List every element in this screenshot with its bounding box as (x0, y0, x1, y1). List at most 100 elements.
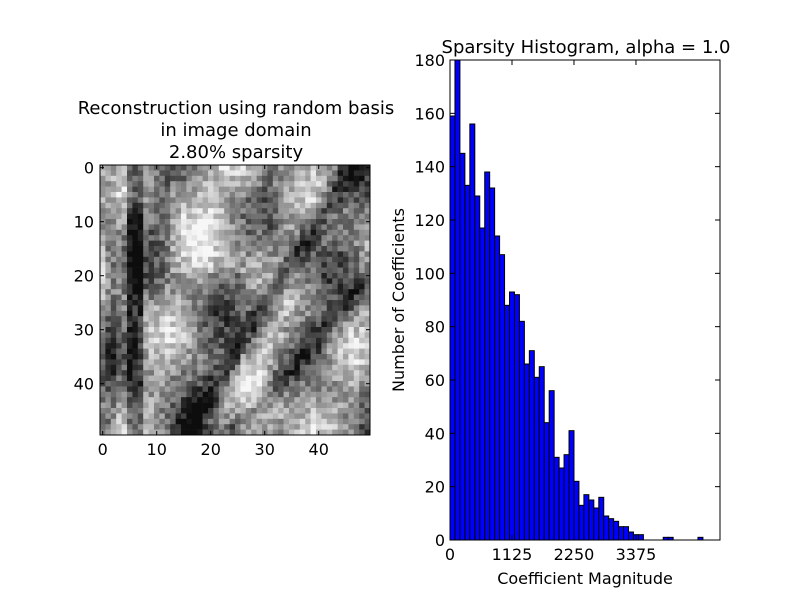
image-pixel (132, 402, 139, 409)
image-pixel (267, 375, 274, 382)
image-pixel (100, 375, 106, 382)
image-pixel (272, 364, 279, 371)
image-pixel (316, 300, 322, 306)
image-pixel (116, 192, 122, 198)
image-pixel (326, 165, 333, 171)
image-pixel (116, 229, 122, 236)
image-pixel (148, 327, 155, 333)
image-pixel (267, 327, 274, 333)
image-pixel (299, 370, 306, 376)
image-pixel (127, 186, 133, 193)
image-pixel (121, 348, 128, 355)
image-pixel (240, 354, 247, 360)
image-pixel (154, 170, 160, 177)
image-pixel (164, 186, 171, 193)
image-pixel (105, 278, 112, 285)
image-pixel (321, 165, 328, 171)
image-pixel (121, 391, 128, 398)
image-pixel (337, 273, 344, 279)
image-pixel (154, 408, 160, 414)
image-pixel (191, 429, 198, 436)
image-pixel (137, 337, 144, 344)
image-pixel (143, 165, 149, 171)
image-pixel (202, 386, 209, 393)
image-pixel (272, 402, 279, 409)
image-pixel (181, 213, 187, 220)
image-pixel (299, 246, 306, 252)
image-pixel (224, 170, 230, 177)
image-pixel (164, 170, 171, 177)
image-pixel (251, 354, 257, 360)
image-pixel (353, 256, 360, 263)
image-pixel (208, 310, 214, 317)
image-pixel (326, 413, 333, 420)
image-pixel (310, 246, 317, 252)
image-pixel (321, 213, 328, 220)
image-pixel (326, 283, 333, 290)
image-pixel (305, 300, 311, 306)
image-pixel (137, 294, 144, 301)
image-pixel (272, 397, 279, 403)
image-pixel (240, 402, 247, 409)
image-pixel (170, 381, 176, 387)
image-pixel (224, 283, 230, 290)
image-pixel (337, 310, 344, 317)
image-pixel (289, 175, 295, 182)
image-pixel (245, 364, 252, 371)
image-pixel (267, 192, 274, 198)
image-pixel (289, 397, 295, 403)
image-pixel (148, 289, 155, 295)
image-pixel (251, 305, 257, 312)
image-pixel (229, 300, 236, 306)
image-pixel (278, 359, 284, 366)
image-pixel (229, 262, 236, 268)
image-pixel (299, 321, 306, 328)
image-pixel (278, 267, 284, 274)
image-pixel (116, 337, 122, 344)
image-pixel (164, 229, 171, 236)
image-pixel (137, 397, 144, 403)
image-pixel (321, 300, 328, 306)
image-pixel (348, 354, 355, 360)
image-pixel (213, 262, 220, 268)
image-pixel (332, 224, 338, 231)
image-pixel (353, 364, 360, 371)
image-pixel (132, 240, 139, 247)
image-pixel (326, 316, 333, 322)
image-pixel (186, 224, 193, 231)
image-pixel (310, 397, 317, 403)
image-pixel (343, 165, 349, 171)
image-pixel (202, 186, 209, 193)
image-pixel (267, 348, 274, 355)
image-pixel (359, 381, 365, 387)
image-pixel (272, 246, 279, 252)
image-pixel (272, 375, 279, 382)
image-pixel (272, 370, 279, 376)
image-pixel (154, 343, 160, 349)
image-pixel (272, 219, 279, 225)
image-pixel (202, 246, 209, 252)
image-pixel (110, 186, 117, 193)
image-pixel (148, 429, 155, 436)
histogram-bar (504, 304, 511, 541)
image-pixel (294, 170, 301, 177)
image-pixel (197, 343, 203, 349)
image-pixel (299, 235, 306, 241)
image-pixel (116, 213, 122, 220)
image-pixel (218, 386, 225, 393)
image-pixel (326, 402, 333, 409)
image-pixel (175, 332, 182, 339)
image-pixel (321, 375, 328, 382)
image-pixel (240, 375, 247, 382)
image-pixel (272, 429, 279, 436)
image-pixel (289, 224, 295, 231)
image-pixel (321, 343, 328, 349)
image-pixel (191, 278, 198, 285)
image-pixel (170, 321, 176, 328)
image-pixel (164, 273, 171, 279)
image-pixel (186, 170, 193, 177)
image-pixel (299, 300, 306, 306)
image-pixel (240, 343, 247, 349)
image-pixel (245, 251, 252, 258)
image-pixel (191, 375, 198, 382)
